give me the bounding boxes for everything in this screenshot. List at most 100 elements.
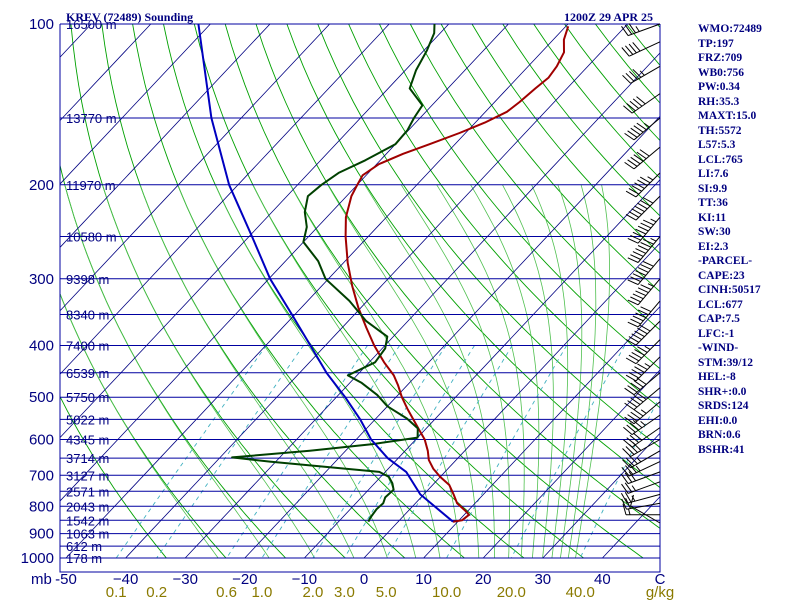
index-item: CAP:7.5 — [698, 313, 740, 325]
moist-adiabat-line — [567, 184, 597, 559]
height-label: 3127 m — [66, 468, 109, 483]
pressure-unit-label: mb — [31, 571, 52, 588]
mixing-ratio-line — [312, 345, 447, 559]
isotherm-line — [60, 24, 211, 185]
wind-barb — [620, 492, 661, 504]
wind-barb — [622, 65, 661, 84]
wind-barb — [625, 320, 661, 346]
temperature-tick-label: −20 — [232, 571, 257, 588]
mixing-ratio-tick-label: 3.0 — [334, 584, 355, 600]
height-label: 1063 m — [66, 527, 109, 542]
moist-adiabat-line — [502, 184, 554, 559]
wind-barb — [624, 387, 661, 411]
wind-barb — [622, 450, 661, 469]
moist-adiabat-line — [557, 184, 583, 559]
index-item: BSHR:41 — [698, 443, 745, 456]
pressure-tick-label: 900 — [29, 526, 54, 543]
height-label: 5022 m — [66, 412, 109, 427]
isotherm-line — [244, 115, 660, 559]
mixing-ratio-unit-label: g/kg — [646, 584, 674, 600]
height-label: 16500 m — [66, 17, 117, 32]
index-item: LI:7.6 — [698, 168, 729, 180]
height-label: 11970 m — [66, 178, 116, 193]
plot-frame — [59, 24, 661, 573]
mixing-ratio-line — [510, 345, 626, 559]
height-label: 178 m — [66, 551, 102, 566]
sounding-indices-panel: WMO:72489 TP:197 FRZ:709 WB0:756 PW:0.34 RH:3… — [698, 22, 800, 457]
wind-barb — [621, 481, 661, 494]
wind-barb — [624, 372, 661, 396]
wind-barb — [630, 494, 661, 524]
height-label: 9398 m — [66, 272, 109, 287]
isotherm-line — [542, 432, 660, 559]
pressure-tick-label: 300 — [29, 271, 54, 288]
pressure-tick-label: 500 — [29, 389, 54, 406]
height-label: 612 m — [66, 539, 102, 554]
temperature-tick-label: 10 — [415, 571, 432, 588]
wind-barb — [624, 401, 661, 425]
index-item: LCL:677 — [698, 298, 743, 311]
height-label: 2043 m — [66, 499, 109, 514]
isotherm-line — [363, 242, 660, 559]
isotherm-line — [60, 24, 152, 122]
pressure-tick-label: 800 — [29, 498, 54, 515]
temperature-tick-label: 0 — [360, 571, 368, 588]
height-label: 10580 m — [66, 230, 117, 245]
wind-barb — [623, 427, 661, 448]
isotherm-line — [60, 24, 390, 375]
wind-barb — [623, 414, 661, 436]
dewpoint-profile-line — [231, 24, 436, 523]
isotherm-line — [65, 24, 569, 559]
index-item: RH:35.3 — [698, 95, 740, 108]
moist-adiabat-line — [436, 184, 525, 559]
index-item: TP:197 — [698, 37, 734, 50]
index-item: LFC:-1 — [698, 327, 735, 340]
index-item: TH:5572 — [698, 124, 742, 137]
height-label: 5750 m — [66, 390, 109, 405]
height-label: 2571 m — [66, 484, 109, 499]
temperature-unit-label: C — [655, 571, 666, 588]
temperature-tick-label: 40 — [594, 571, 611, 588]
mixing-ratio-line — [446, 345, 567, 559]
moist-adiabat-line — [102, 184, 315, 559]
height-label: 3714 m — [66, 451, 109, 466]
index-item: WMO:72489 — [698, 23, 762, 35]
moist-adiabat-line — [289, 184, 462, 559]
isotherm-line — [423, 305, 660, 559]
isotherm-line — [60, 24, 509, 502]
index-item: MAXT:15.0 — [698, 110, 757, 122]
wind-barb — [625, 172, 661, 198]
temperature-tick-label: 30 — [534, 571, 551, 588]
mixing-ratio-line — [385, 345, 513, 559]
wind-barb — [625, 356, 661, 382]
mixing-ratio-tick-label: 0.1 — [106, 584, 127, 600]
dry-adiabat-line — [70, 24, 346, 559]
index-item: EHI:0.0 — [698, 414, 738, 427]
pressure-tick-label: 700 — [29, 467, 54, 484]
moist-adiabat-line — [139, 184, 355, 559]
index-item: HEL:-8 — [698, 371, 736, 383]
mixing-ratio-tick-label: 40.0 — [566, 584, 595, 600]
index-item: BRN:0.6 — [698, 429, 741, 441]
dry-adiabat-line — [132, 24, 465, 559]
wind-barb — [621, 461, 661, 477]
mixing-ratio-tick-label: 5.0 — [376, 584, 397, 600]
wind-barb — [624, 146, 661, 170]
wind-barb — [624, 117, 661, 141]
index-item: STM:39/12 — [698, 356, 753, 369]
index-item: SW:30 — [698, 226, 731, 238]
index-item: SRDS:124 — [698, 400, 749, 412]
index-item: L57:5.3 — [698, 139, 736, 151]
mixing-ratio-line — [156, 345, 304, 559]
wind-barb — [622, 503, 660, 516]
moist-adiabat-line — [531, 184, 569, 559]
height-label: 8340 m — [66, 308, 109, 323]
height-label: 1542 m — [66, 513, 109, 528]
index-item: SHR+:0.0 — [698, 385, 747, 398]
isotherm-line — [184, 52, 660, 559]
index-item: FRZ:709 — [698, 52, 743, 64]
mixing-ratio-tick-label: 10.0 — [432, 584, 461, 600]
mixing-ratio-line — [344, 345, 475, 559]
index-item: EI:2.3 — [698, 240, 729, 253]
